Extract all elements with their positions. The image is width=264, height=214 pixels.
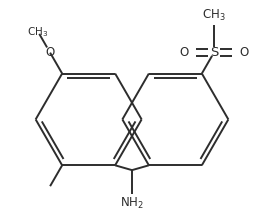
Text: NH$_2$: NH$_2$ [120, 195, 144, 211]
Text: O: O [179, 46, 188, 59]
Text: S: S [210, 46, 218, 59]
Text: CH$_3$: CH$_3$ [27, 25, 49, 39]
Text: O: O [239, 46, 248, 59]
Text: O: O [45, 46, 55, 59]
Text: CH$_3$: CH$_3$ [202, 7, 226, 22]
